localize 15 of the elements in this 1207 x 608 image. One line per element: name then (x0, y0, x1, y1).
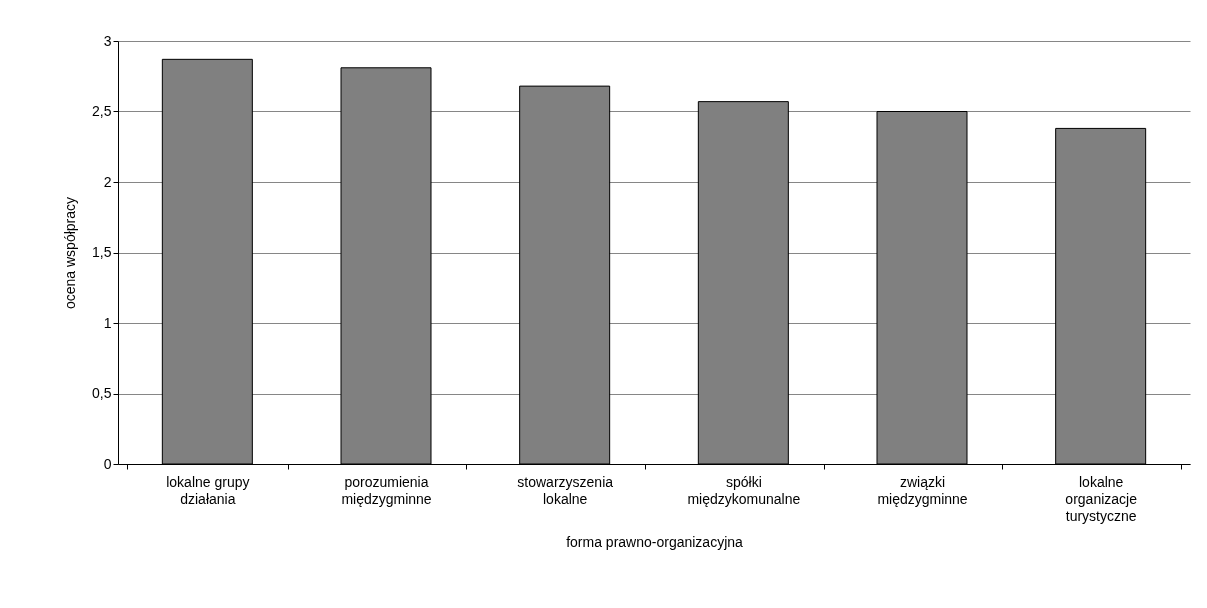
x-tick-label: spółki międzykomunalne (687, 473, 801, 507)
x-tick-label: lokalne grupy działania (166, 473, 250, 507)
y-tick-label: 1,5 (92, 244, 112, 260)
x-tick-label: stowarzyszenia lokalne (517, 473, 614, 507)
x-axis-title: forma prawno-organizacyjna (566, 533, 744, 550)
y-tick-label: 2 (103, 173, 112, 190)
y-tick-label: 0 (103, 455, 112, 472)
y-axis-title: ocena współpracy (62, 196, 79, 310)
y-tick-label: 1 (103, 314, 112, 331)
x-tick-label: porozumienia międzygminne (341, 473, 432, 507)
x-tick-label: lokalne organizacje turystyczne (1065, 473, 1138, 524)
y-tick-label: 3 (103, 32, 112, 49)
y-tick-label: 0,5 (92, 385, 112, 401)
y-tick-label: 2,5 (92, 103, 112, 119)
x-tick-label: związki międzygminne (877, 473, 968, 507)
